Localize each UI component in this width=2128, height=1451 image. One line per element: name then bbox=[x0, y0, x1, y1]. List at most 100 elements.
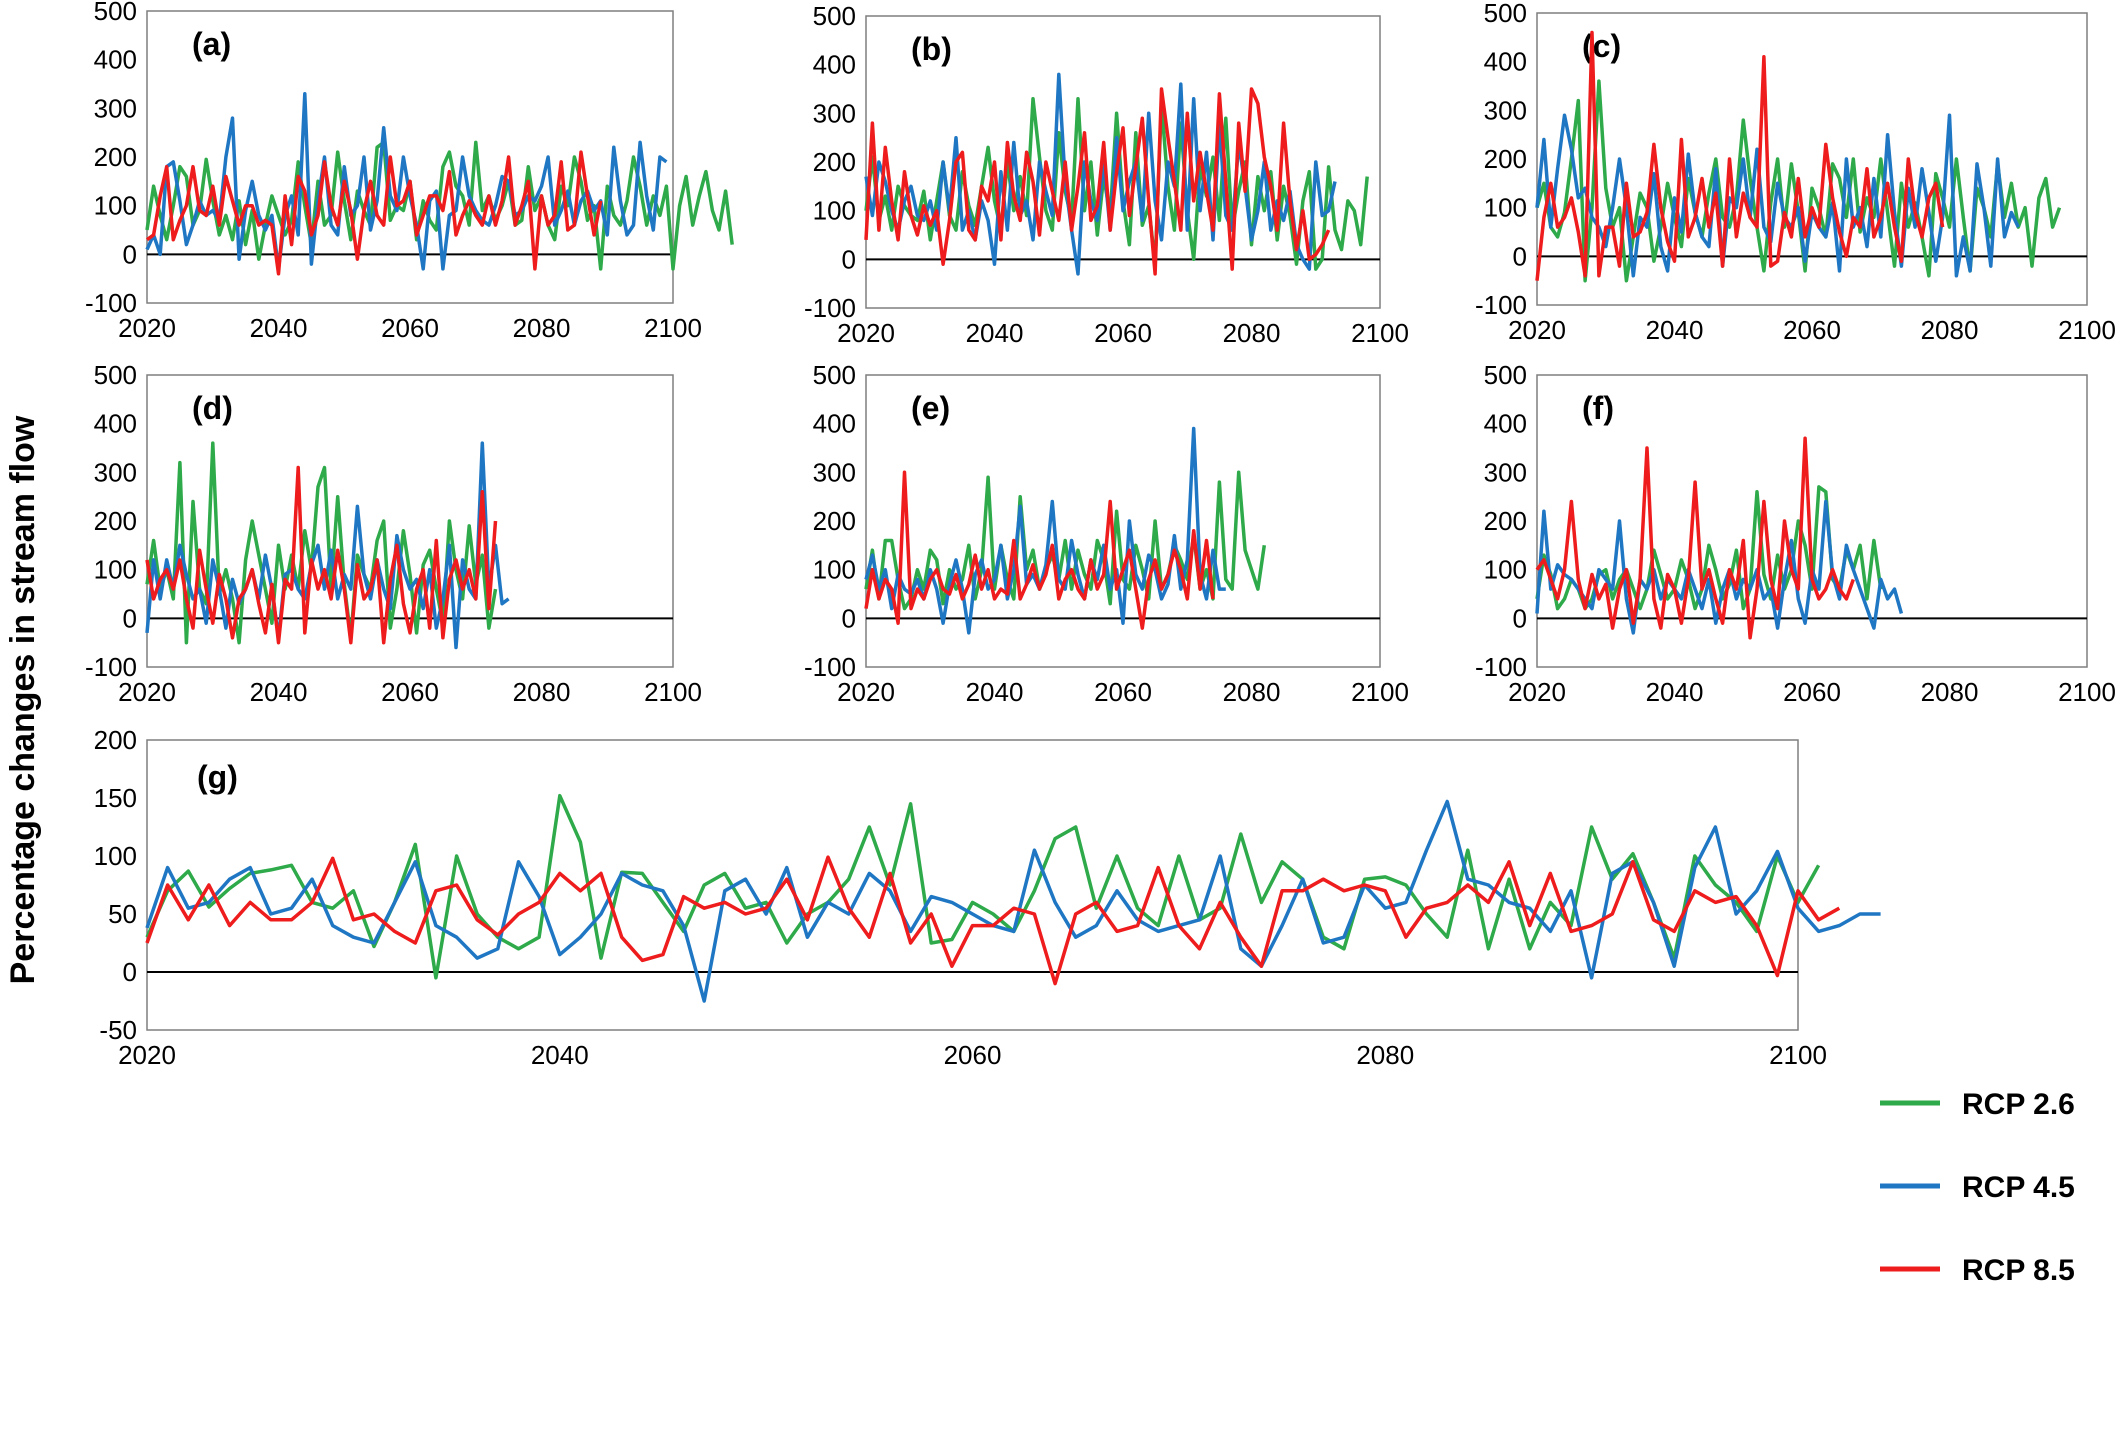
legend-label: RCP 2.6 bbox=[1962, 1088, 2075, 1121]
y-tick-label: -100 bbox=[1475, 290, 1527, 320]
y-tick-label: 200 bbox=[94, 725, 137, 755]
panel-label: (c) bbox=[1582, 28, 1621, 64]
y-tick-label: 100 bbox=[94, 555, 137, 585]
panel-label: (d) bbox=[192, 390, 233, 426]
x-tick-label: 2100 bbox=[2058, 315, 2116, 345]
y-tick-label: 300 bbox=[1484, 457, 1527, 487]
panel-label: (a) bbox=[192, 26, 231, 62]
y-tick-label: 100 bbox=[94, 191, 137, 221]
x-tick-label: 2060 bbox=[944, 1040, 1002, 1070]
panel-a: -100 0 100 200 300 400 500 2020 2040 2060 2080 2100… bbox=[85, 0, 734, 343]
panel-label: (e) bbox=[911, 390, 950, 426]
legend-label: RCP 8.5 bbox=[1962, 1254, 2075, 1287]
y-tick-label: 500 bbox=[94, 0, 137, 26]
panel-g: -50 0 50 100 150 200 2020 2040 2060 2080 2100 (g) bbox=[94, 725, 1881, 1070]
x-tick-label: 2040 bbox=[250, 313, 308, 343]
y-tick-label: 500 bbox=[813, 1, 856, 31]
series-line-rcp-2-6 bbox=[145, 793, 1821, 980]
y-tick-label: 400 bbox=[1484, 409, 1527, 439]
y-tick-label: 100 bbox=[813, 196, 856, 226]
y-tick-label: 300 bbox=[1484, 95, 1527, 125]
panel-d: -100 0 100 200 300 400 500 2020 2040 2060 2080 2100… bbox=[85, 360, 702, 707]
plot-frame bbox=[865, 374, 1381, 668]
panel-label: (g) bbox=[197, 759, 238, 795]
legend-label: RCP 4.5 bbox=[1962, 1171, 2075, 1204]
y-tick-label: 300 bbox=[94, 93, 137, 123]
x-tick-label: 2100 bbox=[1351, 318, 1409, 348]
y-tick-label: 200 bbox=[94, 506, 137, 536]
y-tick-label: -100 bbox=[85, 288, 137, 318]
y-tick-label: -100 bbox=[804, 293, 856, 323]
plot-frame bbox=[865, 15, 1381, 309]
x-tick-label: 2020 bbox=[118, 677, 176, 707]
plot-frame bbox=[146, 10, 674, 304]
x-tick-label: 2020 bbox=[118, 1040, 176, 1070]
x-tick-label: 2040 bbox=[1646, 315, 1704, 345]
x-tick-label: 2100 bbox=[644, 313, 702, 343]
series-line-rcp-4-5 bbox=[864, 426, 1226, 635]
y-tick-label: 200 bbox=[1484, 144, 1527, 174]
series-line-rcp-8-5 bbox=[1535, 436, 1855, 640]
x-tick-label: 2100 bbox=[2058, 677, 2116, 707]
y-tick-label: 100 bbox=[94, 841, 137, 871]
y-tick-label: 300 bbox=[94, 457, 137, 487]
y-tick-label: 0 bbox=[123, 957, 137, 987]
y-tick-label: 400 bbox=[813, 409, 856, 439]
y-tick-label: 50 bbox=[108, 899, 137, 929]
y-tick-label: -100 bbox=[1475, 652, 1527, 682]
y-tick-label: -100 bbox=[804, 652, 856, 682]
series-line-rcp-8-5 bbox=[145, 465, 498, 645]
y-tick-label: 400 bbox=[94, 409, 137, 439]
legend-item: RCP 4.5 bbox=[1880, 1171, 2075, 1204]
plot-frame bbox=[1536, 12, 2088, 306]
x-tick-label: 2080 bbox=[1921, 677, 1979, 707]
panel-c: -100 0 100 200 300 400 500 2020 2040 2060 2080 2100… bbox=[1475, 0, 2116, 345]
series-line-rcp-8-5 bbox=[864, 87, 1331, 276]
y-tick-label: 400 bbox=[813, 50, 856, 80]
y-tick-label: 500 bbox=[1484, 360, 1527, 390]
y-tick-label: 0 bbox=[1513, 603, 1527, 633]
x-tick-label: 2100 bbox=[1351, 677, 1409, 707]
y-tick-label: -100 bbox=[85, 652, 137, 682]
series-line-rcp-4-5 bbox=[1535, 113, 2020, 278]
x-tick-label: 2020 bbox=[1508, 677, 1566, 707]
panel-b: -100 0 100 200 300 400 500 2020 2040 2060 2080 2100… bbox=[804, 1, 1409, 348]
y-tick-label: 0 bbox=[123, 603, 137, 633]
x-tick-label: 2040 bbox=[966, 318, 1024, 348]
plot-frame bbox=[1536, 374, 2088, 668]
x-tick-label: 2100 bbox=[1769, 1040, 1827, 1070]
x-tick-label: 2080 bbox=[513, 313, 571, 343]
plot-frame bbox=[146, 374, 674, 668]
y-tick-label: 400 bbox=[1484, 47, 1527, 77]
x-tick-label: 2060 bbox=[1783, 315, 1841, 345]
x-tick-label: 2060 bbox=[1094, 318, 1152, 348]
y-tick-label: 200 bbox=[1484, 506, 1527, 536]
y-tick-label: 0 bbox=[123, 239, 137, 269]
series-line-rcp-8-5 bbox=[864, 470, 1215, 630]
x-tick-label: 2100 bbox=[644, 677, 702, 707]
x-tick-label: 2060 bbox=[1783, 677, 1841, 707]
y-tick-label: 200 bbox=[94, 142, 137, 172]
x-tick-label: 2080 bbox=[1223, 318, 1281, 348]
x-tick-label: 2020 bbox=[118, 313, 176, 343]
x-tick-label: 2040 bbox=[966, 677, 1024, 707]
x-tick-label: 2060 bbox=[1094, 677, 1152, 707]
series-line-rcp-8-5 bbox=[145, 150, 603, 276]
legend: RCP 2.6 RCP 4.5 RCP 8.5 bbox=[1880, 1088, 2075, 1287]
x-tick-label: 2060 bbox=[381, 677, 439, 707]
y-tick-label: 100 bbox=[1484, 555, 1527, 585]
panel-label: (b) bbox=[911, 31, 952, 67]
x-tick-label: 2080 bbox=[1223, 677, 1281, 707]
series-line-rcp-2-6 bbox=[145, 441, 498, 645]
panel-f: -100 0 100 200 300 400 500 2020 2040 2060 2080 2100… bbox=[1475, 360, 2116, 707]
y-tick-label: 200 bbox=[813, 147, 856, 177]
x-tick-label: 2040 bbox=[531, 1040, 589, 1070]
plot-frame bbox=[146, 739, 1799, 1031]
y-tick-label: 200 bbox=[813, 506, 856, 536]
y-tick-label: -50 bbox=[99, 1015, 137, 1045]
y-axis-label: Percentage changes in stream flow bbox=[4, 415, 42, 984]
y-tick-label: 0 bbox=[1513, 241, 1527, 271]
y-tick-label: 0 bbox=[842, 603, 856, 633]
